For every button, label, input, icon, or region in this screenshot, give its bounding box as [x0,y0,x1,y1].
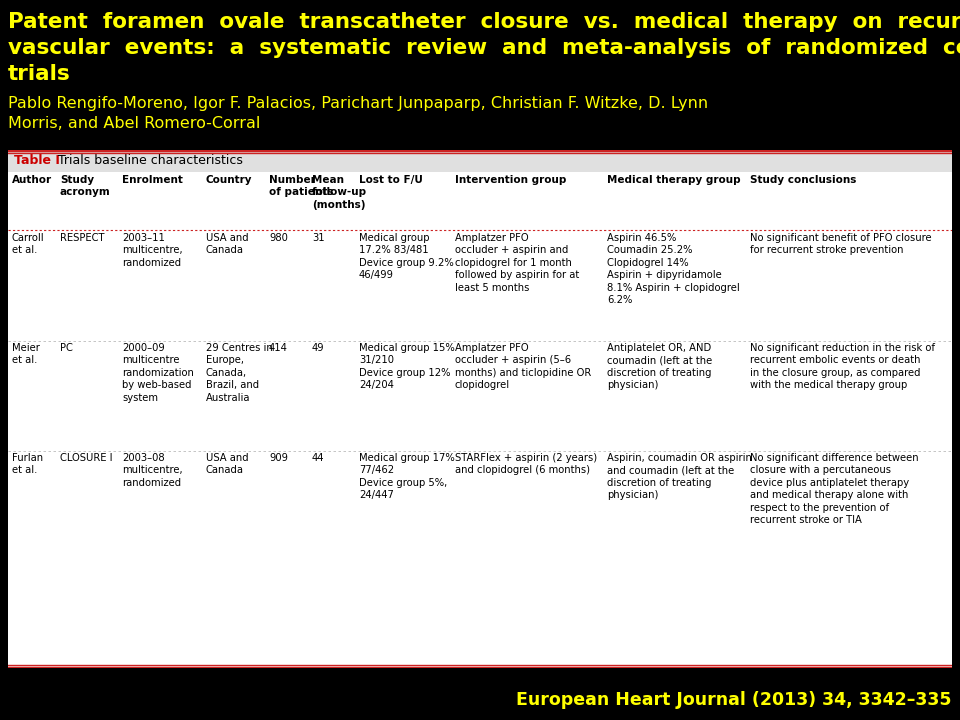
Text: Enrolment: Enrolment [122,175,182,185]
Text: PC: PC [60,343,73,353]
Text: vascular  events:  a  systematic  review  and  meta-analysis  of  randomized  co: vascular events: a systematic review and… [8,38,960,58]
Text: No significant benefit of PFO closure
for recurrent stroke prevention: No significant benefit of PFO closure fo… [750,233,931,256]
Text: USA and
Canada: USA and Canada [206,453,249,475]
Text: 909: 909 [269,453,288,463]
Bar [8,150,952,172]
Text: Mean
follow-up
(months): Mean follow-up (months) [312,175,367,210]
Text: Antiplatelet OR, AND
coumadin (left at the
discretion of treating
physician): Antiplatelet OR, AND coumadin (left at t… [607,343,712,390]
Text: Intervention group: Intervention group [455,175,566,185]
Text: 44: 44 [312,453,324,463]
Text: 980: 980 [269,233,288,243]
Text: Lost to F/U: Lost to F/U [359,175,422,185]
Text: RESPECT: RESPECT [60,233,105,243]
Text: 2003–08
multicentre,
randomized: 2003–08 multicentre, randomized [122,453,182,488]
Text: No significant difference between
closure with a percutaneous
device plus antipl: No significant difference between closur… [750,453,919,525]
Text: Carroll
et al.: Carroll et al. [12,233,44,256]
Text: STARFlex + aspirin (2 years)
and clopidogrel (6 months): STARFlex + aspirin (2 years) and clopido… [455,453,597,475]
Text: Meier
et al.: Meier et al. [12,343,40,365]
Text: Number
of patients: Number of patients [269,175,333,197]
Text: 31: 31 [312,233,324,243]
Text: 414: 414 [269,343,288,353]
Text: USA and
Canada: USA and Canada [206,233,249,256]
Text: 29 Centres in
Europe,
Canada,
Brazil, and
Australia: 29 Centres in Europe, Canada, Brazil, an… [206,343,273,402]
Text: Furlan
et al.: Furlan et al. [12,453,43,475]
Text: Study
acronym: Study acronym [60,175,110,197]
Text: trials: trials [8,64,71,84]
Text: 2003–11
multicentre,
randomized: 2003–11 multicentre, randomized [122,233,182,268]
Text: European Heart Journal (2013) 34, 3342–335: European Heart Journal (2013) 34, 3342–3… [516,691,952,709]
Text: CLOSURE I: CLOSURE I [60,453,112,463]
Text: Amplatzer PFO
occluder + aspirin and
clopidogrel for 1 month
followed by aspirin: Amplatzer PFO occluder + aspirin and clo… [455,233,579,292]
Text: Aspirin, coumadin OR aspirin
and coumadin (left at the
discretion of treating
ph: Aspirin, coumadin OR aspirin and coumadi… [607,453,752,500]
Text: Study conclusions: Study conclusions [750,175,856,185]
Text: Amplatzer PFO
occluder + aspirin (5–6
months) and ticlopidine OR
clopidogrel: Amplatzer PFO occluder + aspirin (5–6 mo… [455,343,591,390]
Text: Country: Country [206,175,252,185]
Text: Medical group
17.2% 83/481
Device group 9.2%
46/499: Medical group 17.2% 83/481 Device group … [359,233,454,280]
Text: Table I: Table I [14,155,60,168]
Text: 2000–09
multicentre
randomization
by web-based
system: 2000–09 multicentre randomization by web… [122,343,194,402]
Text: Trials baseline characteristics: Trials baseline characteristics [50,155,243,168]
Text: No significant reduction in the risk of
recurrent embolic events or death
in the: No significant reduction in the risk of … [750,343,935,390]
Text: 49: 49 [312,343,324,353]
Text: Medical group 15%
31/210
Device group 12%
24/204: Medical group 15% 31/210 Device group 12… [359,343,455,390]
Text: Patent  foramen  ovale  transcatheter  closure  vs.  medical  therapy  on  recur: Patent foramen ovale transcatheter closu… [8,12,960,32]
Text: Pablo Rengifo-Moreno, Igor F. Palacios, Parichart Junpaparp, Christian F. Witzke: Pablo Rengifo-Moreno, Igor F. Palacios, … [8,96,708,111]
Text: Medical therapy group: Medical therapy group [607,175,740,185]
Text: Author: Author [12,175,52,185]
Text: Morris, and Abel Romero-Corral: Morris, and Abel Romero-Corral [8,116,260,131]
Text: Aspirin 46.5%
Coumadin 25.2%
Clopidogrel 14%
Aspirin + dipyridamole
8.1% Aspirin: Aspirin 46.5% Coumadin 25.2% Clopidogrel… [607,233,740,305]
Text: Medical group 17%
77/462
Device group 5%,
24/447: Medical group 17% 77/462 Device group 5%… [359,453,455,500]
